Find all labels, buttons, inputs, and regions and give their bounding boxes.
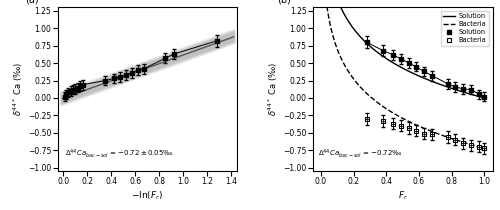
Y-axis label: $\delta^{44*}$ Ca (‰): $\delta^{44*}$ Ca (‰) <box>267 62 280 116</box>
Legend: Solution, Bacteria, Solution, Bacteria: Solution, Bacteria, Solution, Bacteria <box>441 11 489 46</box>
Y-axis label: $\delta^{44*}$ Ca (‰): $\delta^{44*}$ Ca (‰) <box>12 62 25 116</box>
X-axis label: $-\ln(F_r)$: $-\ln(F_r)$ <box>132 189 164 202</box>
Text: $\Delta^{44}Ca_{bac-sol}$ = $-0.72$‰: $\Delta^{44}Ca_{bac-sol}$ = $-0.72$‰ <box>318 147 403 160</box>
Text: (b): (b) <box>277 0 290 4</box>
Text: $\Delta^{44}Ca_{bac-sol}$ = $-0.72\pm0.05$‰: $\Delta^{44}Ca_{bac-sol}$ = $-0.72\pm0.0… <box>64 147 174 160</box>
Text: (a): (a) <box>25 0 39 4</box>
X-axis label: $F_r$: $F_r$ <box>398 189 407 202</box>
